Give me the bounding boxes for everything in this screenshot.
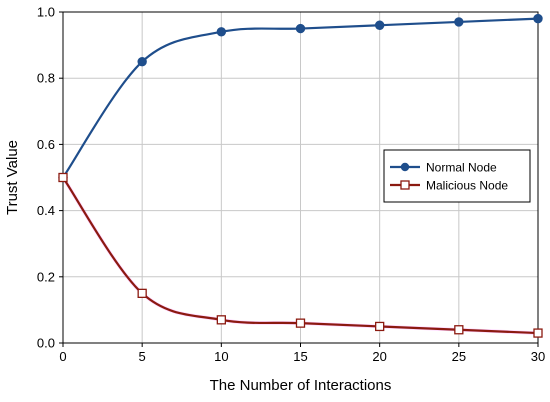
x-tick-label: 30 <box>531 349 545 364</box>
legend-label: Normal Node <box>426 161 497 175</box>
data-point <box>137 56 147 67</box>
x-tick-label: 20 <box>372 349 386 364</box>
data-point <box>533 328 543 338</box>
legend-label: Malicious Node <box>426 179 508 193</box>
x-tick-label: 5 <box>139 349 146 364</box>
data-point <box>137 288 147 299</box>
y-tick-label: 0.0 <box>37 336 55 351</box>
data-point <box>375 321 385 332</box>
legend-box <box>383 149 531 203</box>
data-point <box>454 325 464 335</box>
y-axis-ticks: 0.0 0.2 0.4 0.6 0.8 1.0 <box>37 5 63 351</box>
data-point <box>454 17 464 27</box>
y-tick-label: 1.0 <box>37 5 55 20</box>
legend: Normal Node Malicious Node <box>383 149 531 203</box>
data-point <box>374 20 385 30</box>
data-point <box>295 318 306 328</box>
legend-item-normal-node: Normal Node <box>390 161 497 175</box>
data-point <box>216 315 226 325</box>
y-tick-label: 0.4 <box>37 203 55 218</box>
series-group <box>58 13 543 338</box>
y-axis-title: Trust Value <box>4 140 21 215</box>
y-tick-label: 0.8 <box>37 71 55 86</box>
data-point <box>295 23 306 34</box>
x-tick-label: 25 <box>452 349 466 364</box>
legend-item-malicious-node: Malicious Node <box>390 179 508 193</box>
x-axis-title: The Number of Interactions <box>210 377 392 394</box>
x-tick-label: 10 <box>214 349 228 364</box>
x-axis-ticks: 0 5 10 15 20 25 30 <box>59 343 545 364</box>
y-tick-label: 0.2 <box>37 269 55 284</box>
data-point <box>216 27 227 37</box>
legend-marker <box>400 180 410 190</box>
data-point <box>58 172 68 183</box>
x-tick-label: 0 <box>59 349 66 364</box>
data-point <box>533 13 543 24</box>
series-malicious-node <box>58 172 543 338</box>
x-tick-label: 15 <box>293 349 307 364</box>
legend-marker <box>400 162 410 172</box>
y-tick-label: 0.6 <box>37 137 55 152</box>
